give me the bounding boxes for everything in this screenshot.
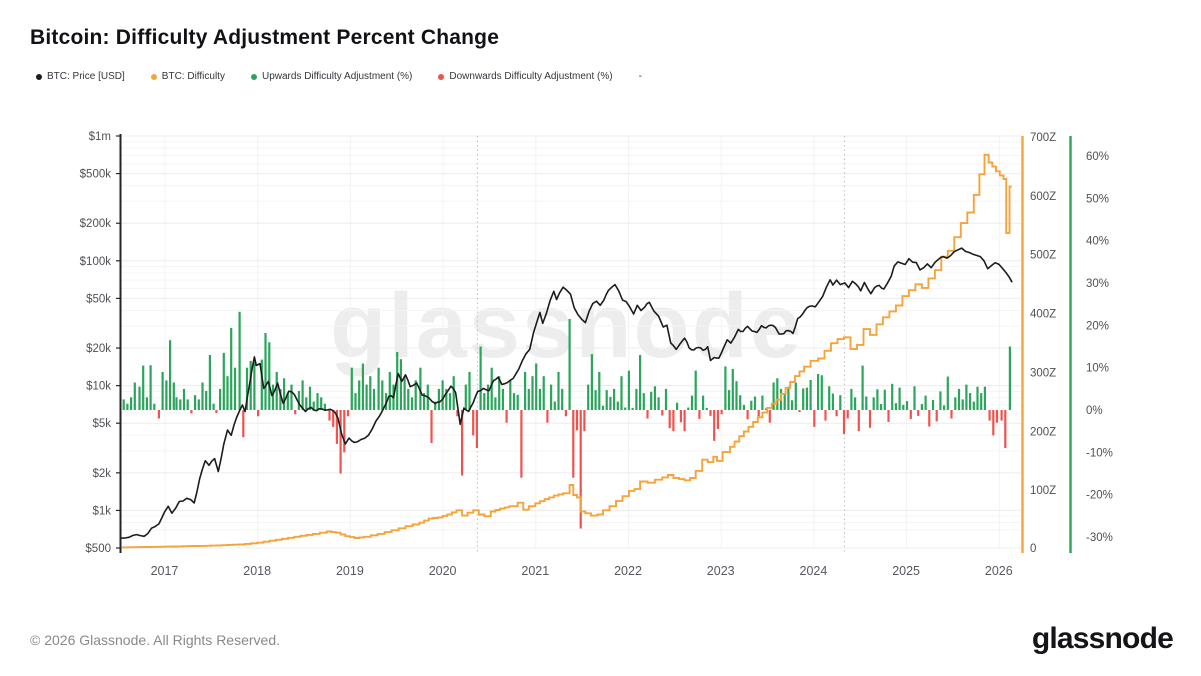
svg-text:$500: $500 <box>85 543 111 555</box>
svg-text:2023: 2023 <box>707 564 735 578</box>
svg-text:2020: 2020 <box>429 564 457 578</box>
svg-text:0: 0 <box>1030 543 1036 555</box>
svg-text:$2k: $2k <box>92 468 111 480</box>
svg-text:0%: 0% <box>1086 405 1103 417</box>
svg-text:2019: 2019 <box>336 564 364 578</box>
svg-text:$10k: $10k <box>86 381 111 393</box>
svg-text:100Z: 100Z <box>1030 485 1056 497</box>
svg-text:2021: 2021 <box>521 564 549 578</box>
svg-text:$5k: $5k <box>92 418 111 430</box>
legend-item-label: Downwards Difficulty Adjustment (%) <box>449 71 613 82</box>
svg-text:$20k: $20k <box>86 343 111 355</box>
svg-text:$100k: $100k <box>80 256 112 268</box>
legend-dot-icon <box>150 73 157 80</box>
legend-item-label: - <box>638 71 642 82</box>
btc-difficulty-line[interactable] <box>121 153 1012 549</box>
svg-text:$1m: $1m <box>89 131 111 143</box>
legend-dot-icon <box>250 73 257 80</box>
legend-dot-icon <box>438 73 445 80</box>
legend: BTC: Price [USD] BTC: Difficulty Upwards D… <box>36 71 642 82</box>
difficulty-line-series <box>121 153 1012 549</box>
legend-item-4[interactable]: - <box>639 71 642 82</box>
legend-item-1[interactable]: BTC: Difficulty <box>150 71 225 82</box>
page-title: Bitcoin: Difficulty Adjustment Percent C… <box>30 26 500 49</box>
svg-text:200Z: 200Z <box>1030 426 1056 438</box>
svg-text:40%: 40% <box>1086 236 1109 248</box>
copyright-text: © 2026 Glassnode. All Rights Reserved. <box>30 632 281 648</box>
svg-text:2022: 2022 <box>614 564 642 578</box>
grid-years <box>164 136 1000 548</box>
svg-text:$500k: $500k <box>80 169 112 181</box>
axis-labels: $1m $500k $200k $100k $50k $20k $10k $5k $2k $1k $… <box>80 131 1113 555</box>
svg-text:$1k: $1k <box>92 505 111 517</box>
svg-text:-20%: -20% <box>1086 490 1113 502</box>
svg-text:400Z: 400Z <box>1030 309 1056 321</box>
svg-text:2017: 2017 <box>151 564 179 578</box>
svg-text:$50k: $50k <box>86 293 111 305</box>
legend-item-label: BTC: Difficulty <box>161 71 225 82</box>
axis-lines <box>116 134 1072 553</box>
svg-text:600Z: 600Z <box>1030 191 1056 203</box>
grid-major <box>120 135 1022 549</box>
svg-text:-10%: -10% <box>1086 447 1113 459</box>
svg-text:2026: 2026 <box>985 564 1013 578</box>
btc-price-line[interactable] <box>121 247 1013 539</box>
legend-item-0[interactable]: BTC: Price [USD] <box>36 71 125 82</box>
legend-item-2[interactable]: Upwards Difficulty Adjustment (%) <box>250 71 413 82</box>
glassnode-logo[interactable]: glassnode <box>1031 622 1174 655</box>
svg-text:$200k: $200k <box>80 218 112 230</box>
svg-text:20%: 20% <box>1086 320 1109 332</box>
halving-event-lines <box>476 136 846 553</box>
svg-text:2024: 2024 <box>800 564 828 578</box>
svg-text:30%: 30% <box>1086 278 1109 290</box>
svg-text:60%: 60% <box>1086 151 1109 163</box>
legend-item-3[interactable]: Downwards Difficulty Adjustment (%) <box>438 71 613 82</box>
svg-text:2025: 2025 <box>892 564 920 578</box>
difficulty-adjustment-chart[interactable]: $1m $500k $200k $100k $50k $20k $10k $5k $2k $1k $… <box>0 0 1201 600</box>
price-line-series <box>121 247 1013 539</box>
svg-text:50%: 50% <box>1086 193 1109 205</box>
legend-item-label: BTC: Price [USD] <box>47 71 125 82</box>
x-axis-labels: 2017 2018 2019 2020 2021 2022 2023 2024 2025 2026 <box>151 564 1013 578</box>
svg-text:300Z: 300Z <box>1030 367 1056 379</box>
adjustment-bars[interactable] <box>122 311 1011 529</box>
svg-text:500Z: 500Z <box>1030 250 1056 262</box>
legend-dot-icon <box>36 73 42 80</box>
svg-text:10%: 10% <box>1086 363 1109 375</box>
legend-item-label: Upwards Difficulty Adjustment (%) <box>261 71 413 82</box>
svg-text:700Z: 700Z <box>1030 132 1056 144</box>
grid-minor <box>120 141 1022 531</box>
svg-text:-30%: -30% <box>1086 532 1113 544</box>
svg-text:2018: 2018 <box>243 564 271 578</box>
